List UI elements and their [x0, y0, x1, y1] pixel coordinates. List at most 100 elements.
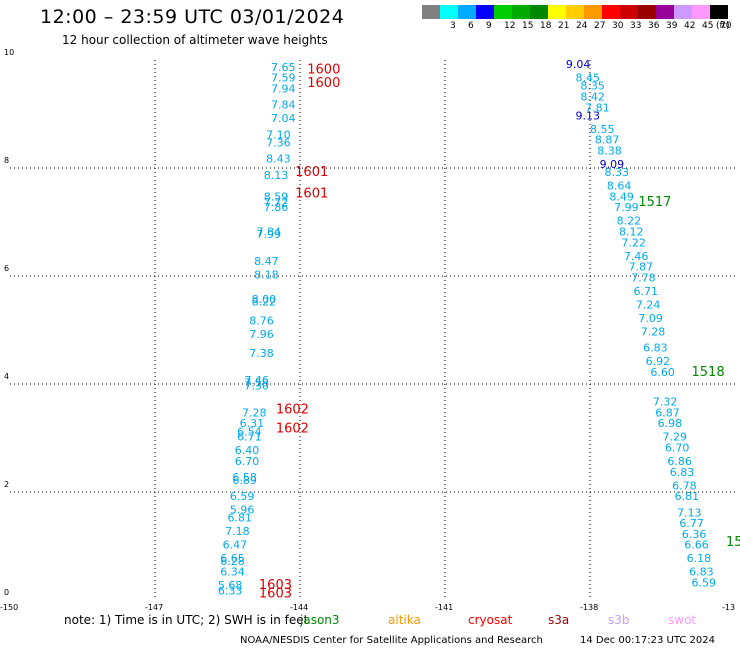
wave-height-reading: 8.47 [254, 255, 278, 268]
wave-height-reading: 7.94 [271, 82, 296, 95]
time-label: 1601 [295, 165, 328, 180]
wave-height-reading: 7.30 [244, 379, 269, 392]
wave-height-reading: 7.28 [641, 325, 666, 338]
wave-height-reading: 7.36 [266, 136, 291, 149]
x-tick-label: -13 [722, 603, 736, 612]
wave-height-reading: 8.87 [595, 134, 620, 147]
time-label: 1602 [276, 403, 309, 418]
wave-height-reading: 6.54 [237, 425, 262, 438]
wave-height-reading: 6.70 [665, 442, 690, 455]
wave-height-reading: 8.38 [597, 145, 622, 158]
wave-height-reading: 8.42 [580, 91, 605, 104]
color-swatch: 27 [584, 5, 605, 31]
wave-height-reading: 8.13 [264, 169, 289, 182]
mission-legend-item: jason3 [300, 613, 340, 627]
wave-height-reading: 7.46 [244, 374, 269, 387]
color-swatch: 33 [620, 5, 641, 31]
wave-height-reading: 7.59 [271, 72, 296, 85]
wave-height-reading: 8.59 [264, 190, 289, 203]
wave-height-reading: 7.86 [264, 201, 289, 214]
wave-height-reading: 6.77 [679, 517, 704, 530]
wave-height-reading: 7.96 [249, 328, 274, 341]
color-swatch-label: 36 [648, 21, 660, 31]
color-swatch-label: 18 [540, 21, 552, 31]
color-swatch: 6 [458, 5, 476, 31]
wave-height-reading: 6.58 [232, 471, 256, 484]
color-swatch: 3 [440, 5, 458, 31]
y-tick-label: 10 [4, 48, 15, 57]
wave-height-reading: 6.78 [672, 479, 697, 492]
x-tick-label: -138 [580, 603, 599, 612]
color-swatch: 21 [548, 5, 569, 31]
mission-legend-item: altika [388, 613, 421, 627]
wave-height-reading: 6.59 [692, 577, 717, 590]
color-swatch-label: 45 [702, 21, 714, 31]
wave-height-reading: 7.46 [624, 250, 649, 263]
wave-height-reading: 7.10 [266, 128, 291, 141]
x-tick-label: -150 [0, 603, 19, 612]
color-swatch-label: 12 [504, 21, 516, 31]
wave-height-reading: 6.86 [667, 455, 692, 468]
wave-height-reading: 8.22 [252, 296, 277, 309]
time-label: 1517 [638, 195, 671, 210]
color-swatch-label: 39 [666, 21, 678, 31]
wave-height-reading: 8.22 [617, 215, 642, 228]
color-swatch-label: 21 [558, 21, 570, 31]
color-swatch-label: 3 [450, 21, 456, 31]
color-swatch-label: 9 [486, 21, 492, 31]
color-swatch: 39 [656, 5, 677, 31]
color-swatch-label: 27 [594, 21, 606, 31]
color-swatch-label: 24 [576, 21, 588, 31]
wave-height-reading: 6.28 [220, 555, 245, 568]
wave-height-reading: 7.72 [264, 196, 289, 209]
color-swatch-label: 70 [720, 21, 732, 31]
color-swatch: 30 [602, 5, 623, 31]
wave-height-reading: 6.34 [220, 566, 245, 579]
wave-height-reading: 6.83 [643, 342, 668, 355]
y-tick-label: 0 [4, 588, 10, 597]
wave-height-reading: 5.96 [230, 504, 255, 517]
wave-height-reading: 6.87 [655, 406, 680, 419]
credit-line: NOAA/NESDIS Center for Satellite Applica… [240, 635, 543, 646]
wave-height-reading: 7.99 [614, 201, 639, 214]
wave-height-reading: 8.18 [254, 269, 278, 282]
wave-height-reading: 6.89 [232, 474, 256, 487]
map-subtitle: 12 hour collection of altimeter wave hei… [62, 33, 328, 47]
wave-height-reading: 7.38 [249, 347, 274, 360]
wave-height-reading: 7.29 [663, 431, 688, 444]
y-tick-label: 6 [4, 264, 10, 273]
wave-height-reading: 7.09 [638, 312, 663, 325]
unit-label: (ft) [716, 21, 730, 31]
wave-height-reading: 6.83 [689, 566, 714, 579]
wave-height-reading: 6.60 [650, 366, 675, 379]
color-swatch-label: 33 [630, 21, 642, 31]
color-swatch: 36 [638, 5, 659, 31]
y-tick-label: 4 [4, 372, 10, 381]
wave-height-reading: 8.45 [576, 72, 601, 85]
wave-height-reading: 6.47 [223, 539, 248, 552]
color-swatch: 15 [512, 5, 533, 31]
mission-legend-item: s3a [548, 613, 570, 627]
wave-height-reading: 7.84 [257, 226, 282, 239]
wave-height-reading: 7.04 [271, 112, 296, 125]
color-swatch: 18 [530, 5, 551, 31]
time-label: 1601 [295, 187, 328, 202]
color-swatch: 42 [674, 5, 695, 31]
wave-height-reading: 7.32 [653, 396, 678, 409]
wave-height-reading: 5.68 [218, 579, 243, 592]
wave-height-reading: 6.66 [684, 539, 709, 552]
wave-height-reading: 7.84 [271, 99, 296, 112]
wave-height-reading: 8.64 [607, 180, 632, 193]
color-swatch: 70 [710, 5, 731, 31]
wave-height-reading: 7.22 [621, 236, 646, 249]
wave-height-reading: 6.81 [228, 512, 253, 525]
wave-height-reading: 7.18 [225, 525, 250, 538]
y-tick-label: 2 [4, 480, 10, 489]
wave-height-reading: 7.99 [257, 228, 282, 241]
x-tick-label: -144 [290, 603, 309, 612]
wave-height-reading: 6.36 [682, 528, 707, 541]
wave-height-reading: 7.81 [585, 101, 610, 114]
wave-height-reading: 6.71 [237, 431, 262, 444]
